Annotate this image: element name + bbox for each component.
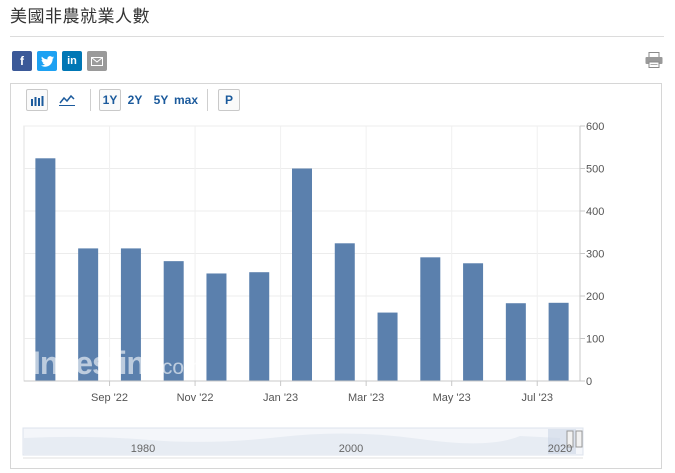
bar	[420, 257, 441, 381]
y-tick-label: 100	[586, 334, 604, 346]
line-chart-icon	[59, 94, 75, 106]
y-tick-label: 0	[586, 376, 592, 388]
bar	[78, 248, 99, 381]
y-tick-label: 200	[586, 291, 604, 303]
x-tick-label: May '23	[433, 392, 471, 404]
navigator-series	[24, 433, 560, 454]
facebook-icon: f	[20, 54, 24, 68]
email-share-button[interactable]	[87, 51, 107, 71]
linkedin-icon: in	[67, 55, 77, 67]
y-tick-label: 500	[586, 164, 604, 176]
envelope-icon	[91, 56, 103, 66]
toolbar-divider	[207, 89, 208, 111]
page-title: 美國非農就業人數	[10, 7, 150, 27]
bar	[292, 168, 312, 381]
title-divider	[10, 36, 664, 37]
bar-chart-icon	[31, 96, 44, 106]
printer-icon[interactable]	[645, 52, 663, 68]
range-2y-button[interactable]: 2Y	[127, 93, 143, 107]
bar	[249, 272, 270, 381]
y-tick-label: 600	[586, 121, 604, 133]
p-button[interactable]: P	[218, 89, 240, 111]
line-chart-toggle[interactable]	[56, 89, 78, 111]
bar	[334, 243, 355, 381]
bar	[548, 302, 569, 381]
bar	[206, 273, 227, 381]
x-tick-label: Jul '23	[522, 392, 553, 404]
navigator-year-label: 1980	[131, 443, 155, 455]
y-tick-label: 400	[586, 206, 604, 218]
toolbar-divider	[90, 89, 91, 111]
navigator-handle-right[interactable]	[575, 430, 583, 448]
navigator-handle-left[interactable]	[566, 430, 574, 448]
twitter-icon	[40, 55, 54, 67]
bar	[163, 261, 184, 381]
investing-watermark: Investing	[32, 345, 163, 381]
twitter-share-button[interactable]	[37, 51, 57, 71]
bar	[505, 303, 526, 381]
range-max-button[interactable]: max	[173, 93, 199, 107]
y-tick-label: 300	[586, 249, 604, 261]
range-1y-button[interactable]: 1Y	[99, 89, 121, 111]
bar-chart-toggle[interactable]	[26, 89, 48, 111]
investing-watermark-suffix: .com	[156, 356, 202, 379]
bar	[120, 248, 141, 381]
linkedin-share-button[interactable]: in	[62, 51, 82, 71]
bar	[463, 263, 484, 381]
bar	[35, 158, 56, 381]
chart-panel	[10, 83, 662, 469]
bar	[377, 312, 398, 381]
x-tick-label: Sep '22	[91, 392, 128, 404]
range-5y-button[interactable]: 5Y	[153, 93, 169, 107]
facebook-share-button[interactable]: f	[12, 51, 32, 71]
x-tick-label: Jan '23	[263, 392, 298, 404]
navigator-year-label: 2020	[548, 443, 572, 455]
x-tick-label: Nov '22	[177, 392, 214, 404]
x-tick-label: Mar '23	[348, 392, 384, 404]
navigator-year-label: 2000	[339, 443, 363, 455]
